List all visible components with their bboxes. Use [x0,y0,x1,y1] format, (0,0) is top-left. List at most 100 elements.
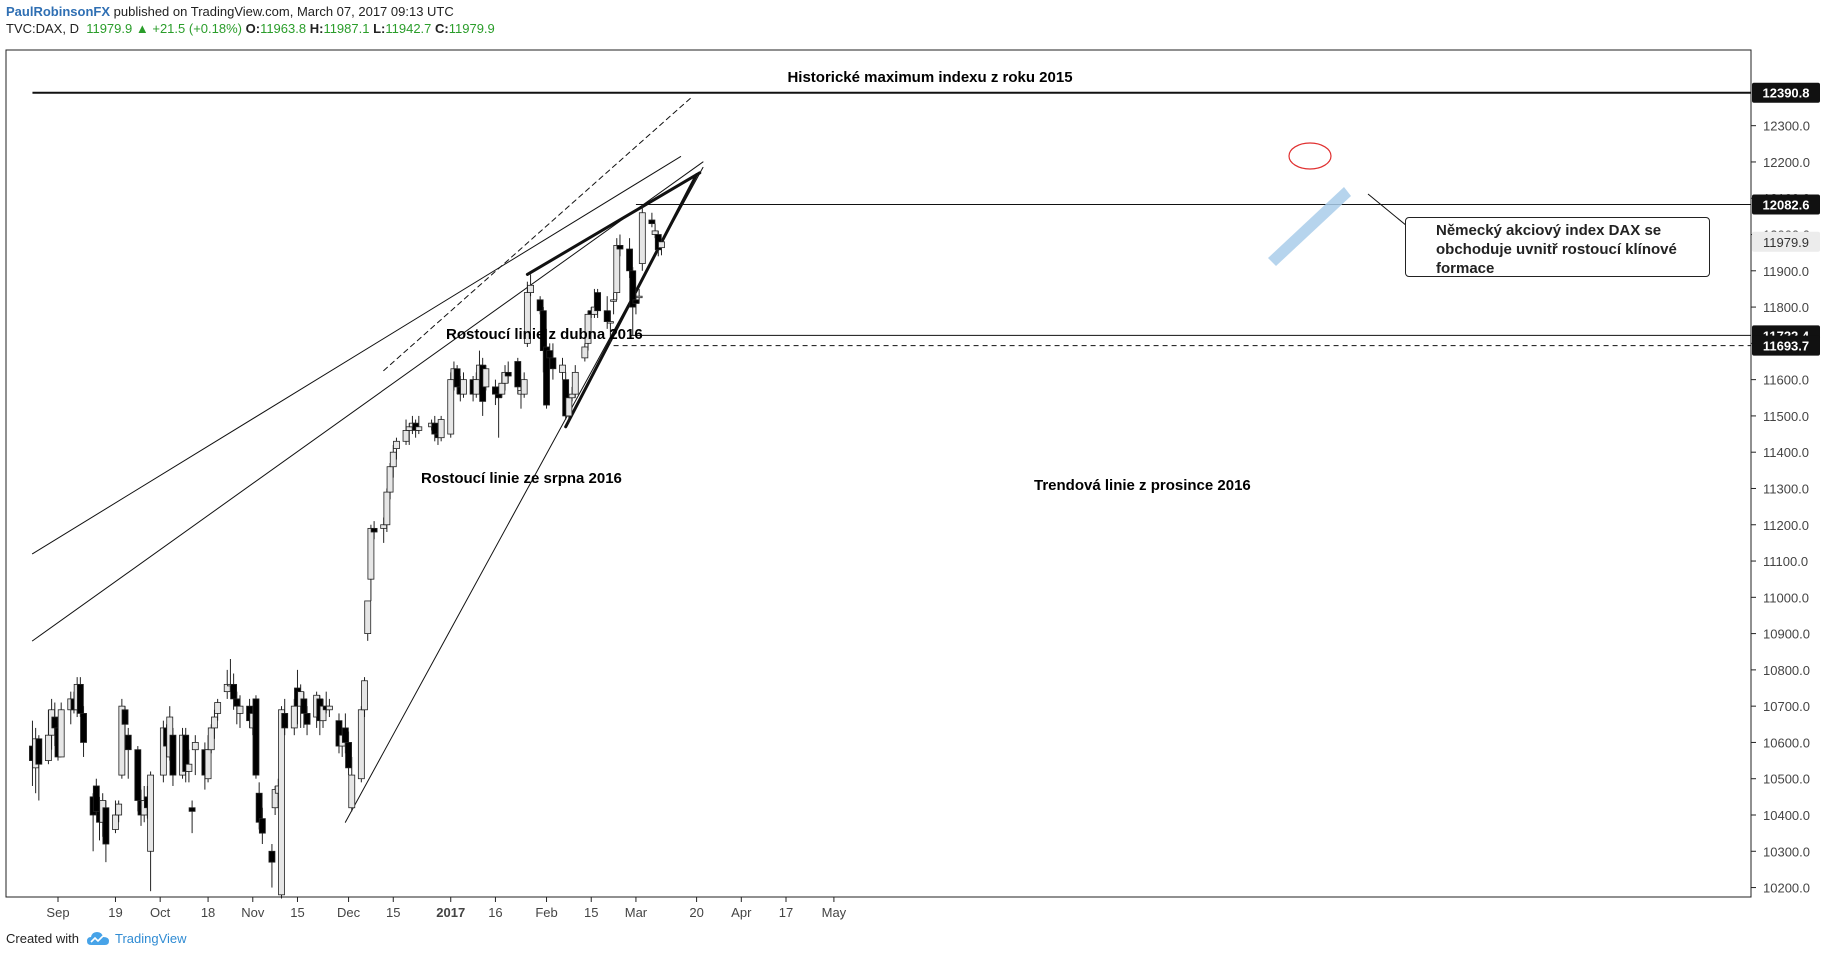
candle-body [45,734,52,761]
last-price: 11979.9 [86,21,133,36]
price-chart[interactable]: 10200.0 10300.0 10400.0 10500.0 10600.0 10700… [0,0,1824,925]
candle-body [357,709,365,780]
y-tick-label: 12200.0 [1763,155,1810,170]
candles [29,204,665,899]
chart-pane-border [5,49,1752,898]
support-highlight-band [1268,187,1351,266]
close-label: C: [435,21,449,36]
candle-body [147,774,154,852]
y-tick-label: 10200.0 [1763,881,1810,896]
candle-body [345,742,352,769]
candle-body [278,709,285,896]
callout-pointer [1367,193,1408,227]
highlight-circle [1288,142,1332,170]
x-tick-label: Oct [150,905,171,920]
x-tick-label: 20 [689,905,703,920]
symbol-label: TVC:DAX, D [6,21,79,36]
open-value: 11963.8 [260,21,307,36]
low-value: 11942.7 [385,21,432,36]
candle-body [658,241,665,249]
candle-body [112,814,119,830]
x-tick-label: 2017 [436,905,465,920]
candle-body [613,244,621,293]
candle-body [188,807,196,812]
candle-body [437,419,445,439]
candle-body [121,709,129,725]
label-historical-max: Historické maximum indexu z roku 2015 [787,69,1072,86]
price-axis-area[interactable] [1751,50,1824,897]
callout-line-1: Německý akciový index DAX se [1436,222,1662,239]
y-tick-label: 11300.0 [1763,481,1809,496]
candle-body [565,397,573,417]
change-value: +21.5 (+0.18%) [152,21,242,36]
candle-body [51,716,59,729]
label-december-line: Trendová linie z prosince 2016 [1034,477,1251,494]
y-tick-label: 11900.0 [1763,264,1809,279]
y-tick-label: 11000.0 [1763,590,1809,605]
candle-body [581,346,589,359]
y-tick-label: 10900.0 [1763,627,1810,642]
candle-body [204,749,212,780]
ohlc-legend: TVC:DAX, D 11979.9 ▲ +21.5 (+0.18%) O:11… [6,21,495,37]
y-tick-label: 10300.0 [1763,844,1810,859]
candle-body [341,727,349,743]
y-tick-label: 11400.0 [1763,445,1809,460]
y-tick-label: 11600.0 [1763,373,1809,388]
price-label-badge [1752,82,1820,103]
candle-body [447,379,455,435]
candle-body [211,716,218,729]
x-tick-label: Mar [625,905,648,920]
candle-body [498,382,506,395]
callout-line-3: formace [1436,260,1495,277]
candle-body [124,734,132,751]
candle-body [258,818,266,834]
candle-body [255,792,263,823]
tradingview-link[interactable]: TradingView [86,931,187,946]
candle-body [76,683,84,714]
candle-body [281,713,289,729]
candle-body [364,600,372,634]
candle-body [380,524,388,529]
candle-body [504,371,512,377]
candle-body [648,219,656,225]
author-link[interactable]: PaulRobinsonFX [6,4,110,19]
x-tick-label: May [822,905,847,920]
candle-body [386,466,394,493]
low-label: L: [373,21,386,36]
candle-body [290,705,298,729]
candle-body [514,361,522,388]
annotation-callout[interactable]: Německý akciový index DAX se obchoduje u… [1405,217,1710,277]
label-april-line: Rostoucí linie z dubna 2016 [446,326,643,343]
trend-line-april [31,156,682,555]
candle-body [460,379,467,395]
candle-body [549,357,557,370]
candle-body [472,379,480,395]
candle-body [35,738,43,765]
candle-body [453,368,461,388]
label-august-line: Rostoucí linie ze srpna 2016 [421,470,622,487]
candle-body [482,368,490,388]
candle-body [191,742,199,751]
candle-body [402,430,410,442]
y-tick-label: 12300.0 [1763,119,1810,134]
candle-body [214,702,222,714]
candle-body [635,295,643,299]
tradingview-cloud-icon [86,931,109,945]
callout-line-2: obchoduje uvnitř rostoucí klínové [1436,241,1677,258]
candle-body [520,379,528,395]
candle-body [252,698,260,776]
candle-body [303,713,311,725]
y-tick-label: 10500.0 [1763,772,1810,787]
x-tick-label: Feb [535,905,557,920]
candle-body [626,248,633,272]
candle-body [169,734,177,776]
price-label-badge [1752,194,1820,215]
published-text: published on TradingView.com, March 07, … [113,4,454,19]
price-label-text: 12082.6 [1763,198,1810,213]
candle-body [559,364,566,373]
candle-body [115,803,123,816]
candle-body [492,386,499,395]
candle-body [57,709,65,758]
x-tick-label: 18 [201,905,215,920]
